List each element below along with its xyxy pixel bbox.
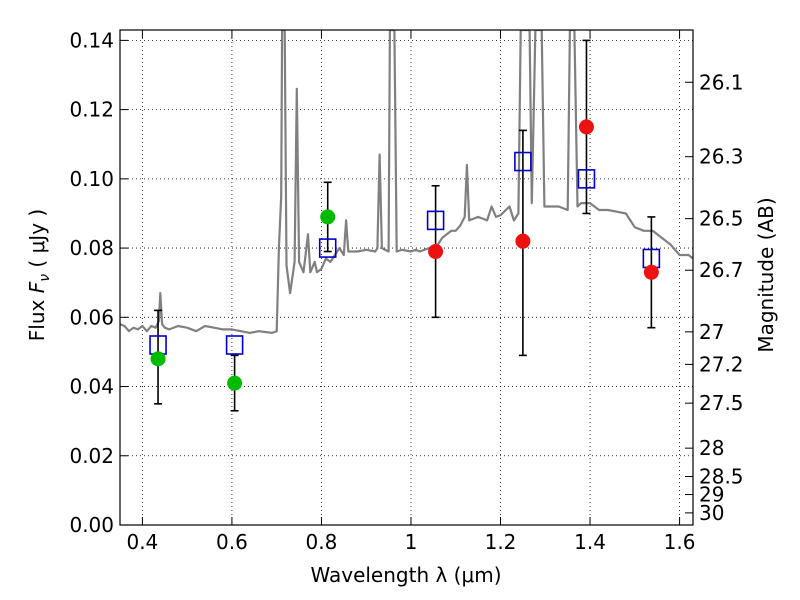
y-tick-label: 0.04 bbox=[69, 375, 114, 399]
mag-tick-label: 26.3 bbox=[699, 145, 744, 169]
x-tick-label: 0.8 bbox=[306, 530, 338, 554]
y-axis-label: Flux Fν ( μJy ) bbox=[25, 209, 53, 341]
y-tick-label: 0.08 bbox=[69, 236, 114, 260]
photometry-green-marker bbox=[320, 209, 336, 225]
ticks-layer bbox=[120, 30, 693, 526]
x-tick-label: 0.4 bbox=[126, 530, 158, 554]
mag-tick-label: 27.5 bbox=[699, 391, 744, 415]
tick-labels-layer: 0.4 0.6 0.8 1 1.2 1.4 1.6 0.00 0.02 0.04 0.06 0.08 0… bbox=[69, 28, 743, 554]
mag-tick-label: 27 bbox=[699, 320, 724, 344]
photometry-red-marker bbox=[643, 264, 659, 280]
plot-frame bbox=[119, 29, 694, 526]
x-tick-label: 0.6 bbox=[216, 530, 248, 554]
y-tick-label: 0.12 bbox=[69, 98, 114, 122]
y2-axis-label: Magnitude (AB) bbox=[754, 197, 778, 352]
model-photometry-marker bbox=[318, 238, 337, 258]
y-tick-label: 0.00 bbox=[69, 513, 114, 537]
grid-lines bbox=[120, 30, 693, 526]
y-tick-label: 0.02 bbox=[69, 444, 114, 468]
photometry-red-marker bbox=[428, 244, 444, 260]
sed-template-line bbox=[120, 30, 693, 334]
y-tick-label: 0.06 bbox=[69, 305, 114, 329]
mag-tick-label: 28 bbox=[699, 436, 724, 460]
x-tick-label: 1.6 bbox=[664, 530, 696, 554]
y-tick-label: 0.14 bbox=[69, 28, 114, 52]
photometry-green-marker bbox=[227, 375, 243, 391]
y-tick-label: 0.10 bbox=[69, 167, 114, 191]
mag-tick-label: 26.5 bbox=[699, 207, 744, 231]
x-tick-label: 1.2 bbox=[485, 530, 517, 554]
x-tick-label: 1.4 bbox=[574, 530, 606, 554]
photometry-green-marker bbox=[150, 351, 166, 367]
mag-tick-label: 27.2 bbox=[699, 352, 744, 376]
x-tick-label: 1 bbox=[405, 530, 418, 554]
model-photometry-marker bbox=[514, 151, 532, 172]
model-photometry-marker bbox=[577, 169, 596, 189]
mag-tick-label: 29 bbox=[699, 483, 724, 507]
mag-tick-label: 26.7 bbox=[699, 258, 744, 282]
model-photometry-marker bbox=[225, 335, 244, 355]
mag-tick-label: 26.1 bbox=[699, 70, 744, 94]
mag-tick-label: 28.5 bbox=[699, 465, 744, 489]
model-photometry-marker bbox=[426, 210, 445, 231]
photometry-red-marker bbox=[578, 119, 594, 135]
x-axis-label: Wavelength λ (μm) bbox=[310, 563, 501, 587]
sed-template-layer bbox=[120, 30, 693, 334]
photometry-red-marker bbox=[515, 233, 531, 249]
markers-layer bbox=[149, 119, 661, 391]
mag-tick-label: 30 bbox=[699, 501, 724, 525]
